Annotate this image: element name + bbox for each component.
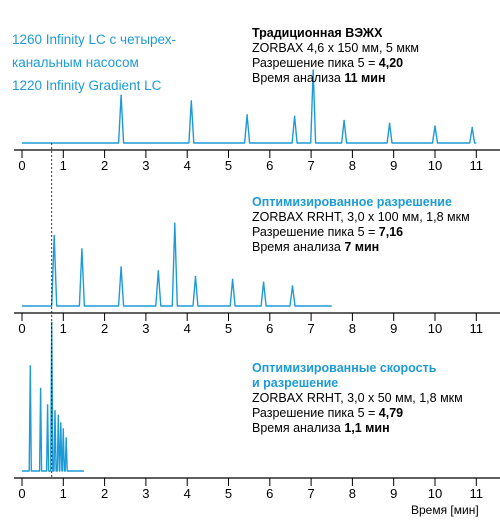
panel-2-tick-label: 11 [470,321,484,336]
panel-3-tick-label: 3 [142,486,149,501]
panel-2-tick-label: 7 [307,321,314,336]
system-label: 1260 Infinity LC с четырех- канальным на… [12,28,176,97]
panel-3-time: Время анализа 1,1 мин [252,421,390,435]
panel-2-peak-2 [81,248,83,250]
panel-2-tick-label: 4 [184,321,191,336]
panel-3-tick-label: 5 [225,486,232,501]
panel-1-title: Традиционная ВЭЖХ [252,26,383,40]
panel-2-peak-6 [194,275,197,278]
panel-2-peak-7 [231,278,234,281]
panel-1-peak-6 [343,119,345,122]
panel-2-tick-label: 5 [225,321,232,336]
panel-3-tick-label: 0 [18,486,25,501]
panel-3-peak-7 [60,422,62,424]
panel-1-resolution-value: 4,20 [378,56,404,70]
panel-1-peak-9 [471,126,474,129]
panel-1-time: Время анализа 11 мин [252,71,386,85]
panel-2-resolution-value: 7,16 [378,225,404,239]
panel-2-info: Оптимизированное разрешение ZORBAX RRHT,… [252,195,470,255]
panel-3-tick-label: 11 [470,486,484,501]
panel-3-column: ZORBAX RRHT, 3,0 x 50 мм, 1,8 мкм [252,391,463,405]
panel-2-peak-8 [262,281,265,284]
panel-1-peak-3 [246,114,248,116]
panel-2-tick-label: 6 [266,321,273,336]
panel-3-peak-3 [46,404,49,406]
panel-1-peak-2 [190,100,193,102]
panel-2-peak-3 [120,266,122,268]
panel-1-tick-label: 11 [470,158,484,173]
panel-3-tick-label: 2 [101,486,108,501]
panel-1-peak-1 [120,94,122,97]
panel-1-tick-label: 8 [349,158,356,173]
panel-3-tick-label: 4 [184,486,191,501]
panel-2-tick-label: 2 [101,321,108,336]
panel-3-tick-label: 9 [390,486,397,501]
panel-3-peak-8 [62,428,65,430]
panel-3-peak-4 [50,321,53,324]
panel-2-tick-label: 9 [390,321,397,336]
panel-2-peak-9 [291,285,294,287]
panel-3-tick-label: 8 [349,486,356,501]
panel-1-resolution: Разрешение пика 5 = 4,20 [252,56,404,70]
system-label-line3: 1220 Infinity Gradient LC [12,78,162,93]
panel-1-tick-label: 10 [428,158,442,173]
panel-1-tick-label: 9 [390,158,397,173]
panel-1-time-value: 11 мин [344,71,386,85]
panel-2-plot: 0 1 2 3 4 5 6 7 8 9 10 11 [14,222,500,336]
panel-2-peak-4 [157,270,160,272]
panel-2-peak-1 [53,234,55,237]
system-label-line1: 1260 Infinity LC с четырех- [12,32,177,47]
panel-3-resolution: Разрешение пика 5 = 4,79 [252,406,404,420]
panel-3-tick-label: 7 [307,486,314,501]
panel-3-title-line1: Оптимизированные скорость [252,361,437,375]
panel-1-tick-label: 0 [18,158,25,173]
panel-2-resolution: Разрешение пика 5 = 7,16 [252,225,404,239]
panel-3-resolution-value: 4,79 [378,406,404,420]
panel-3-peak-1 [29,365,32,367]
panel-2-time-value: 7 мин [344,240,380,254]
panel-3-tick-label: 10 [428,486,442,501]
panel-1-peak-5 [312,69,315,71]
panel-3-tick-label: 1 [60,486,67,501]
panel-1-tick-label: 3 [142,158,149,173]
panel-1-tick-label: 7 [307,158,314,173]
panel-1-tick-label: 4 [184,158,191,173]
panel-2-title: Оптимизированное разрешение [252,195,452,209]
panel-3-plot: 0 1 2 3 4 5 6 7 8 9 10 11 [14,321,500,501]
panel-1-tick-label: 2 [101,158,108,173]
panel-2-tick-label: 3 [142,321,149,336]
panel-1-info: Традиционная ВЭЖХ ZORBAX 4,6 x 150 мм, 5… [252,26,419,86]
panel-3-title-line2: и разрешение [252,376,339,390]
panel-2-time: Время анализа 7 мин [252,240,380,254]
panel-1-tick-label: 6 [266,158,273,173]
panel-3-info: Оптимизированные скорость и разрешение Z… [252,361,463,436]
panel-3-peak-6 [57,414,60,417]
panel-1-plot: 0 1 2 3 4 5 6 7 8 9 10 11 [14,69,500,173]
panel-2-tick-label: 8 [349,321,356,336]
panel-1-column: ZORBAX 4,6 x 150 мм, 5 мкм [252,41,419,55]
panel-3-peak-2 [39,387,42,390]
panel-1-peak-8 [434,125,436,127]
panel-3-peak-5 [54,410,56,412]
system-label-line2: канальным насосом [12,55,139,70]
panel-3-tick-label: 6 [266,486,273,501]
panel-3-time-value: 1,1 мин [344,421,390,435]
panel-1-tick-label: 5 [225,158,232,173]
panel-3-peak-9 [65,437,67,439]
panel-2-column: ZORBAX RRHT, 3,0 x 100 мм, 1,8 мкм [252,210,470,224]
panel-3-trace [22,321,84,472]
panel-1-peak-7 [388,122,391,125]
panel-2-tick-label: 0 [18,321,25,336]
panel-1-tick-label: 1 [60,158,67,173]
panel-1-peak-4 [293,115,296,118]
panel-2-peak-5 [174,222,176,225]
panel-2-tick-label: 10 [428,321,442,336]
x-axis-label: Время [мин] [411,503,479,517]
panel-2-tick-label: 1 [60,321,67,336]
